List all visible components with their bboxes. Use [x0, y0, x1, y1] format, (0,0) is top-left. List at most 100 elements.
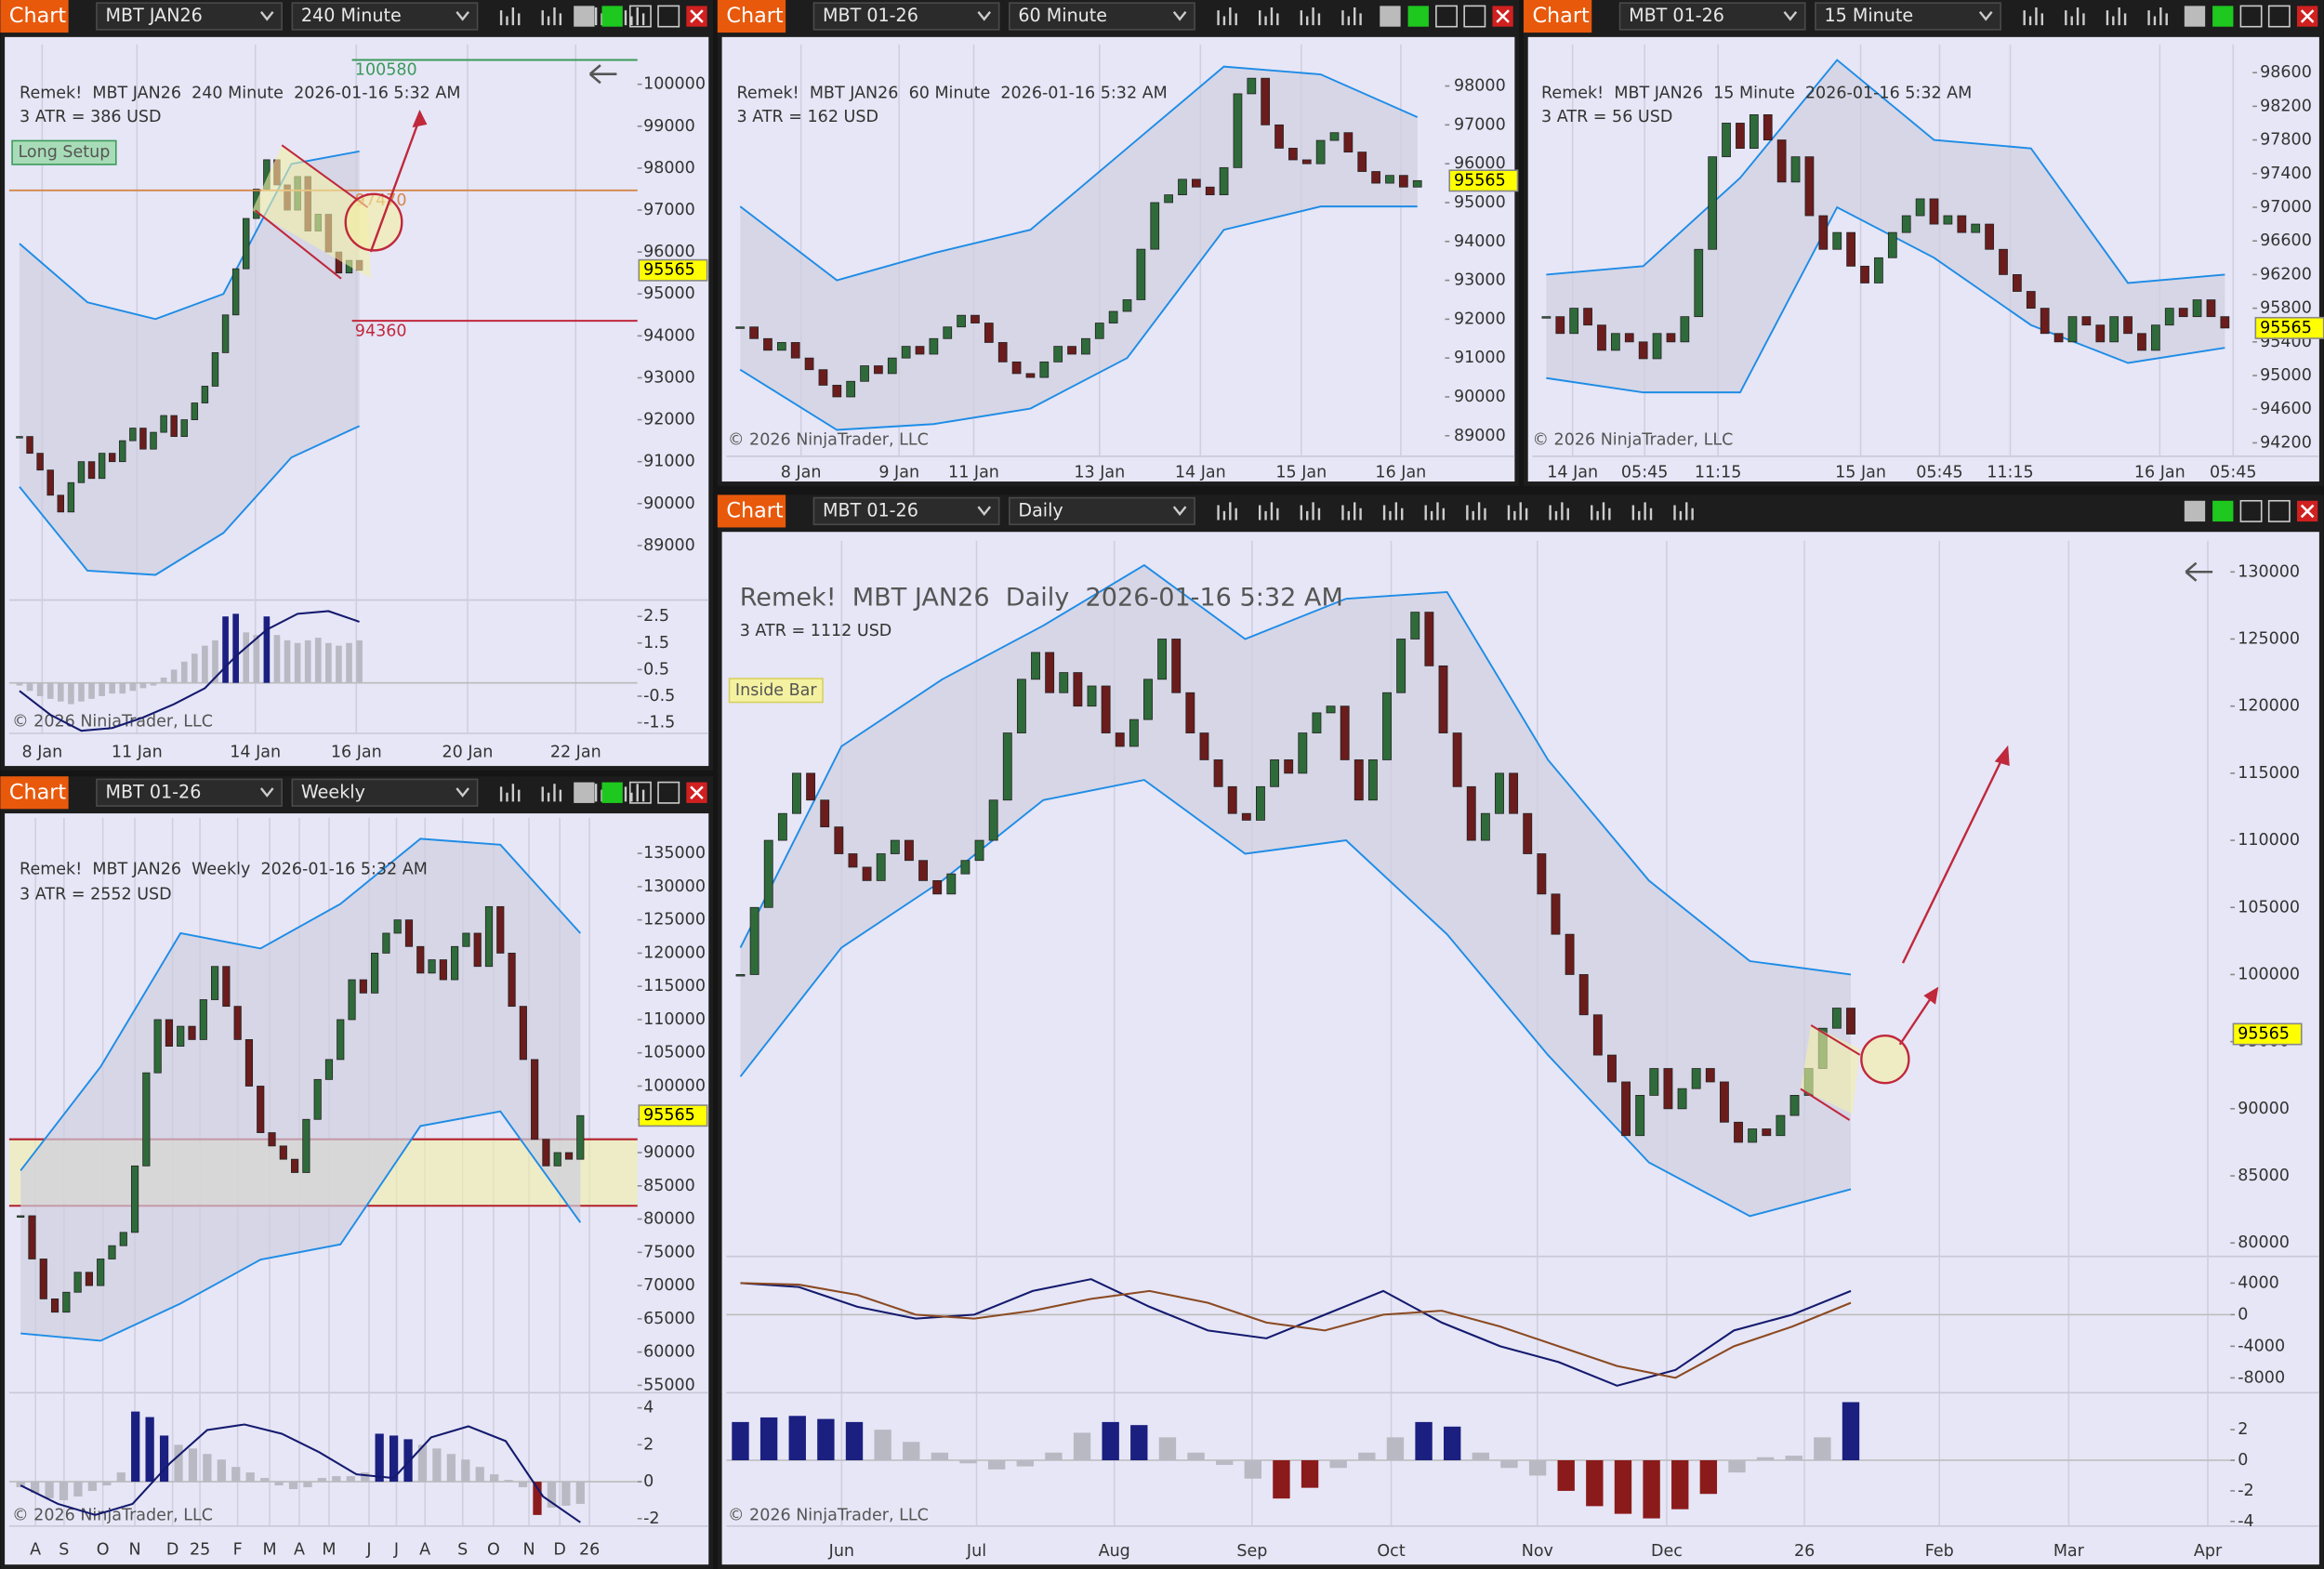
chart-tab[interactable] — [0, 0, 69, 33]
window-button[interactable] — [1407, 6, 1429, 27]
y-tick-label: 115000 — [2238, 764, 2300, 783]
candle — [191, 402, 199, 420]
minimize-button[interactable] — [1435, 5, 1458, 28]
maximize-button[interactable] — [2267, 499, 2291, 522]
minimize-button[interactable] — [2239, 499, 2263, 522]
toolbar-icon[interactable] — [1300, 7, 1321, 26]
back-button[interactable] — [588, 64, 617, 85]
candle — [1256, 785, 1265, 821]
toolbar-icon[interactable] — [1591, 502, 1611, 521]
toolbar-icon[interactable] — [1382, 502, 1404, 521]
x-tick-label: 16 Jan — [1375, 463, 1426, 481]
toolbar-icon[interactable] — [2147, 7, 2168, 26]
maximize-button[interactable] — [657, 781, 680, 804]
toolbar-icon[interactable] — [2106, 7, 2127, 26]
trend-line — [1810, 1024, 1861, 1056]
dropdown[interactable] — [1815, 2, 2001, 31]
chart-window: Chart MBT 01-26 Daily Jun Jul Aug Sep Oct Nov Dec… — [717, 494, 2324, 1569]
histogram-bar — [874, 1430, 891, 1461]
toolbar-icon[interactable] — [1217, 502, 1237, 521]
dropdown[interactable] — [1009, 2, 1195, 31]
toolbar-icon[interactable] — [624, 7, 645, 26]
chart-tab[interactable] — [0, 776, 69, 810]
histogram-bar — [288, 1482, 298, 1490]
maximize-button[interactable] — [657, 5, 680, 28]
minimize-button[interactable] — [628, 5, 652, 28]
window-button[interactable] — [1380, 6, 1401, 27]
candle — [1025, 373, 1036, 378]
minimize-button[interactable] — [628, 781, 652, 804]
toolbar-icon[interactable] — [1259, 502, 1279, 521]
y-tick-label: 89000 — [1454, 427, 1506, 445]
candle — [1171, 639, 1182, 693]
chart-tab[interactable] — [717, 494, 786, 528]
toolbar-icon[interactable] — [2065, 7, 2085, 26]
dropdown[interactable] — [1009, 496, 1195, 526]
candle — [2013, 274, 2022, 292]
dropdown-text: MBT 01-26 — [1629, 5, 1724, 26]
toolbar-icon[interactable] — [1673, 502, 1694, 521]
x-tick-label: Nov — [1522, 1542, 1553, 1561]
minimize-button[interactable] — [2239, 5, 2263, 28]
toolbar-icon[interactable] — [624, 784, 645, 802]
histogram-bar — [78, 682, 85, 702]
toolbar-icon[interactable] — [1631, 502, 1653, 521]
window-button[interactable] — [2184, 500, 2206, 522]
dropdown[interactable] — [96, 778, 283, 807]
toolbar-icon[interactable] — [1217, 7, 1237, 26]
dropdown[interactable] — [291, 778, 479, 807]
band-line — [1546, 205, 2225, 394]
toolbar-icon[interactable] — [1300, 502, 1321, 521]
window-button[interactable] — [574, 6, 595, 27]
trend-line — [1800, 1088, 1851, 1121]
toolbar-icon[interactable] — [499, 7, 521, 26]
dropdown-chevron — [1172, 11, 1187, 21]
toolbar-icon[interactable] — [1549, 502, 1569, 521]
toolbar-icon[interactable] — [541, 7, 562, 26]
candle — [1607, 1054, 1617, 1083]
toolbar-icon[interactable] — [1424, 502, 1446, 521]
back-button[interactable] — [2185, 561, 2213, 582]
dropdown[interactable] — [1618, 2, 1806, 31]
candle — [1832, 231, 1842, 250]
chart-tab-label: Chart — [726, 4, 784, 28]
candle — [519, 1006, 527, 1061]
candle — [1045, 652, 1055, 693]
dropdown[interactable] — [96, 2, 283, 31]
maximize-button[interactable] — [2267, 5, 2291, 28]
y-tick-label: 55000 — [643, 1376, 695, 1394]
window-button[interactable] — [601, 782, 623, 803]
y-tick-label: 100000 — [643, 1076, 706, 1095]
dropdown[interactable] — [291, 2, 479, 31]
dropdown-chevron — [259, 787, 274, 798]
window-button[interactable] — [2212, 6, 2234, 27]
dropdown[interactable] — [812, 496, 1000, 526]
toolbar-icon[interactable] — [2023, 7, 2044, 26]
dropdown[interactable] — [812, 2, 1000, 31]
x-tick-label: 11 Jan — [112, 744, 163, 762]
histogram-bar — [1472, 1452, 1490, 1461]
toolbar-icon[interactable] — [541, 784, 562, 802]
toolbar-icon[interactable] — [1341, 7, 1362, 26]
chart-tab[interactable] — [717, 0, 786, 33]
x-tick-label: Feb — [1925, 1542, 1954, 1561]
candle — [1410, 612, 1420, 639]
toolbar-icon[interactable] — [499, 784, 521, 802]
window-button[interactable] — [574, 782, 595, 803]
toolbar-icon[interactable] — [1341, 502, 1362, 521]
histogram-bar — [202, 645, 208, 683]
chart-tab[interactable] — [1523, 0, 1592, 33]
window-button[interactable] — [2212, 500, 2234, 522]
toolbar-icon[interactable] — [1259, 7, 1279, 26]
candle — [1666, 333, 1676, 343]
histogram-bar — [987, 1460, 1006, 1470]
window-button[interactable] — [2184, 6, 2206, 27]
x-tick-label: Sep — [1236, 1542, 1267, 1561]
window-button[interactable] — [601, 6, 623, 27]
toolbar-icon[interactable] — [1466, 502, 1486, 521]
maximize-button[interactable] — [1463, 5, 1486, 28]
histogram-bar — [1130, 1425, 1148, 1461]
y-tick-label: 90000 — [643, 494, 695, 513]
toolbar-icon[interactable] — [1507, 502, 1528, 521]
